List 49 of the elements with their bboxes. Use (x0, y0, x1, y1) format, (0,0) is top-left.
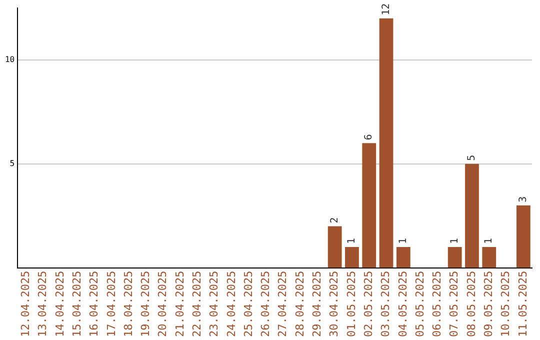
x-tick-label: 21.04.2025 (173, 270, 186, 338)
y-tick-label: 10 (4, 55, 15, 64)
x-tick-label: 15.04.2025 (70, 270, 84, 338)
x-tick-label: 05.05.2025 (413, 270, 426, 338)
data-label: 1 (398, 238, 409, 244)
x-tick-label: 04.05.2025 (396, 270, 410, 338)
bar (345, 246, 359, 268)
x-tick-label: 08.05.2025 (464, 270, 478, 338)
x-tick-label: 11.05.2025 (516, 270, 530, 338)
x-tick-label: 12.04.2025 (19, 270, 32, 338)
x-tick-label: 19.04.2025 (139, 270, 152, 338)
x-tick-label: 01.05.2025 (344, 270, 358, 338)
data-label: 1 (346, 238, 358, 244)
x-tick-label: 22.04.2025 (190, 270, 204, 338)
bar (362, 143, 376, 268)
bar (448, 246, 462, 268)
x-tick-label: 13.04.2025 (36, 270, 50, 338)
data-label: 1 (484, 238, 495, 244)
data-label: 2 (329, 217, 340, 224)
x-tick-label: 02.05.2025 (362, 270, 375, 338)
x-tick-label: 14.04.2025 (53, 270, 66, 338)
x-tick-label: 20.04.2025 (156, 270, 170, 338)
bar (465, 164, 479, 268)
x-tick-label: 16.04.2025 (88, 270, 101, 338)
x-tick-label: 26.04.2025 (259, 270, 272, 338)
x-tick-label: 25.04.2025 (242, 270, 255, 338)
data-label: 12 (380, 3, 392, 16)
x-tick-label: 18.04.2025 (122, 270, 135, 338)
bar (516, 205, 530, 268)
x-tick-label: 28.04.2025 (293, 270, 306, 338)
x-tick-label: 03.05.2025 (379, 270, 392, 338)
x-tick-label: 27.04.2025 (276, 270, 290, 338)
x-tick-label: 24.04.2025 (224, 270, 238, 338)
x-tick-label: 09.05.2025 (482, 270, 495, 338)
x-tick-label: 10.05.2025 (499, 270, 512, 338)
bar (396, 246, 410, 268)
data-label: 3 (518, 196, 530, 202)
bar (328, 226, 342, 268)
data-label: 5 (466, 154, 478, 161)
data-label: 6 (364, 134, 375, 140)
x-tick-label: 30.04.2025 (328, 270, 341, 338)
data-label: 1 (449, 238, 460, 244)
x-tick-label: 23.04.2025 (208, 270, 221, 338)
bar (482, 246, 496, 268)
x-tick-label: 06.05.2025 (430, 270, 444, 338)
x-tick-label: 17.04.2025 (104, 270, 118, 338)
x-tick-label: 29.04.2025 (310, 270, 324, 338)
bar (379, 18, 394, 268)
x-tick-label: 07.05.2025 (448, 270, 461, 338)
